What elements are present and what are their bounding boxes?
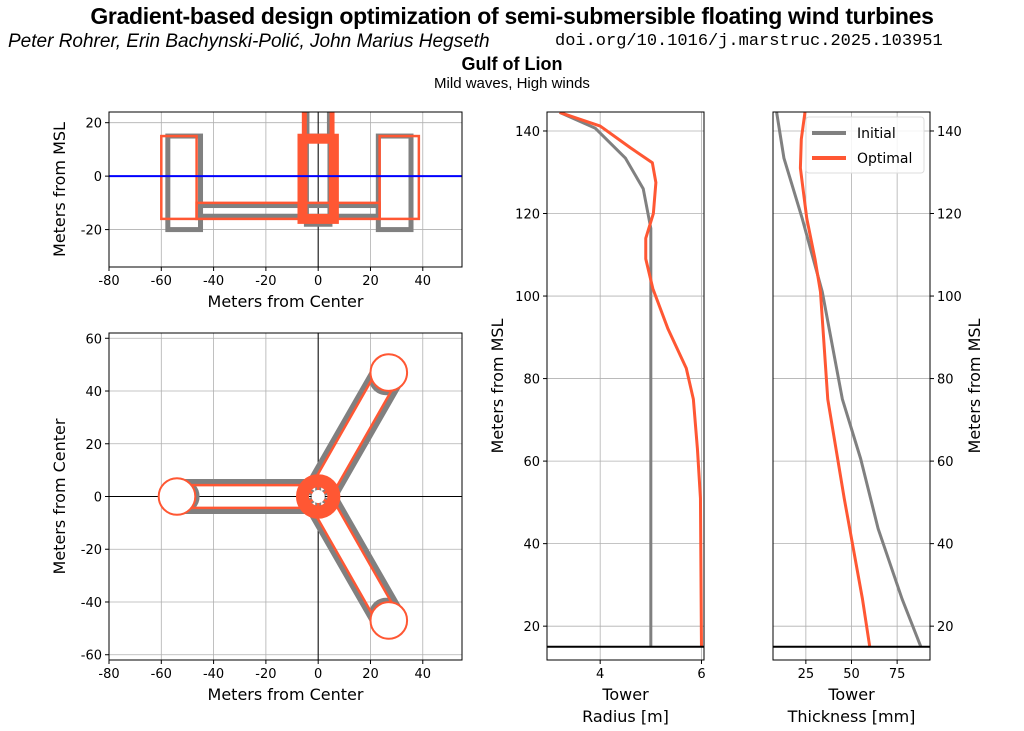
location-title: Gulf of Lion [461, 54, 563, 74]
optimal-structure [160, 134, 198, 221]
x-tick-label: 75 [889, 667, 906, 682]
y-tick-label: 80 [523, 373, 540, 388]
y-tick-label: 40 [85, 385, 102, 400]
center-column [295, 474, 341, 519]
x-tick-label: 40 [415, 274, 432, 289]
legend: Initial Optimal [805, 116, 925, 174]
x-axis-label: Meters from Center [208, 292, 364, 311]
x-tick-label: -60 [151, 274, 172, 289]
y-axis-label: Meters from MSL [965, 318, 984, 453]
y-tick-label: 0 [94, 491, 102, 506]
x-axis-label: Thickness [mm] [787, 707, 916, 726]
y-tick-label: 40 [937, 538, 954, 553]
optimal-column [369, 601, 409, 640]
y-tick-label: 100 [937, 290, 962, 305]
series-optimal [798, 112, 872, 648]
x-tick-label: 0 [314, 667, 322, 682]
series-initial [559, 112, 653, 647]
x-tick-label: -40 [203, 667, 224, 682]
y-tick-label: -40 [81, 596, 102, 611]
y-tick-label: 20 [937, 620, 954, 635]
plot-area [773, 112, 930, 648]
axes-frame [546, 111, 705, 661]
optimal-column [369, 353, 409, 392]
y-tick-label: 80 [937, 373, 954, 388]
axes-frame [108, 111, 463, 268]
x-tick-label: 50 [843, 667, 860, 682]
x-axis-label: Tower [827, 685, 875, 704]
doi: doi.org/10.1016/j.marstruc.2025.103951 [555, 32, 943, 51]
y-tick-label: -60 [81, 649, 102, 664]
y-tick-label: 120 [937, 208, 962, 223]
optimal-column [157, 477, 197, 516]
y-tick-label: 20 [85, 117, 102, 132]
axes-frame [108, 332, 463, 661]
x-tick-label: -40 [203, 274, 224, 289]
y-tick-label: 0 [94, 170, 102, 185]
x-tick-label: 0 [314, 274, 322, 289]
x-tick-label: -60 [151, 667, 172, 682]
legend-label-initial: Initial [857, 126, 896, 142]
authors: Peter Rohrer, Erin Bachynski-Polić, John… [8, 31, 490, 52]
conditions-subtitle: Mild waves, High winds [434, 75, 590, 92]
x-tick-label: 6 [697, 667, 705, 682]
y-tick-label: -20 [81, 543, 102, 558]
y-tick-label: 140 [937, 125, 962, 140]
figure-title: Gradient-based design optimization of se… [90, 3, 934, 29]
y-axis-label: Meters from MSL [488, 318, 507, 453]
x-tick-label: 20 [362, 667, 379, 682]
legend-label-optimal: Optimal [857, 151, 912, 167]
x-tick-label: 4 [596, 667, 604, 682]
y-tick-label: 140 [515, 125, 540, 140]
x-axis-label: Meters from Center [208, 685, 364, 704]
x-tick-label: -80 [98, 274, 119, 289]
plot-area [109, 333, 462, 660]
x-tick-label: 40 [415, 667, 432, 682]
initial-structure [375, 133, 414, 233]
series-optimal [559, 112, 703, 647]
initial-structure [198, 203, 381, 219]
y-axis-label: Meters from Center [50, 418, 69, 574]
x-tick-label: -20 [255, 274, 276, 289]
panel-tower-radius: 4 6 20 40 60 80 100 120 140 Tower Radius [m] Meters… [488, 111, 706, 726]
y-tick-label: 60 [85, 332, 102, 347]
center-column-hole [311, 489, 325, 504]
y-tick-label: 20 [85, 438, 102, 453]
y-tick-label: 60 [937, 455, 954, 470]
y-axis-label: Meters from MSL [50, 122, 69, 257]
y-tick-label: 20 [523, 620, 540, 635]
x-axis-label: Tower [601, 685, 649, 704]
y-tick-label: 40 [523, 538, 540, 553]
y-tick-label: -20 [81, 224, 102, 239]
panel-side-view: -80 -60 -40 -20 0 20 40 -20 0 20 Meters from Cente… [50, 111, 463, 311]
x-tick-label: -20 [255, 667, 276, 682]
y-tick-label: 60 [523, 455, 540, 470]
plot-area [109, 112, 462, 267]
y-tick-label: 100 [515, 290, 540, 305]
x-tick-label: 25 [798, 667, 815, 682]
panel-plan-view: -80 -60 -40 -20 0 20 40 -60 -40 -20 0 20 40 60 Meters … [50, 332, 463, 704]
y-tick-label: 120 [515, 208, 540, 223]
optimal-structure [297, 133, 339, 224]
optimal-structure [378, 134, 421, 221]
x-tick-label: -80 [98, 667, 119, 682]
panel-tower-thickness: 25 50 75 20 40 60 80 100 120 140 Tower Thickness [m… [772, 111, 984, 726]
axes-frame [772, 111, 931, 661]
x-tick-label: 20 [362, 274, 379, 289]
x-axis-label: Radius [m] [582, 707, 669, 726]
plot-area [547, 112, 704, 648]
optimal-structure [195, 201, 381, 221]
series-initial [775, 112, 923, 648]
